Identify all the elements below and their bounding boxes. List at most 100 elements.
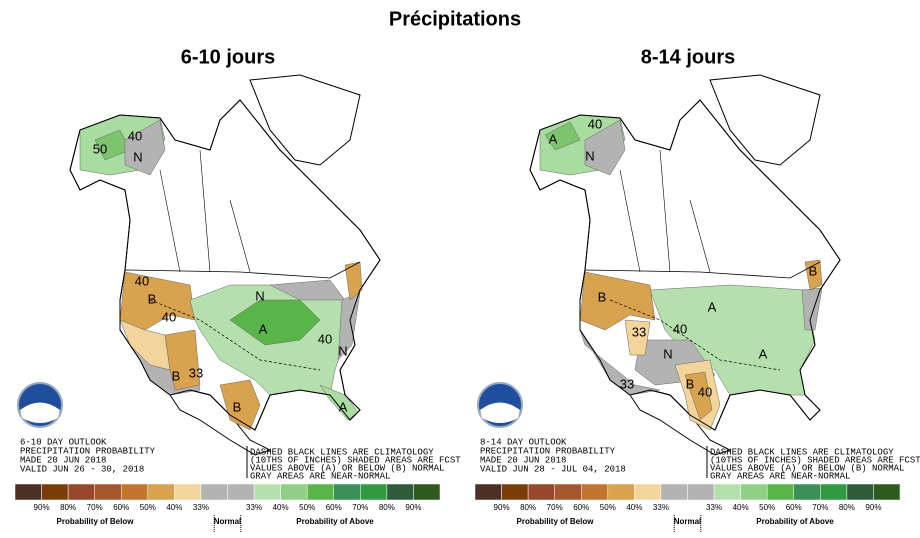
map-label: 40	[673, 321, 687, 336]
legend-swatch	[333, 483, 361, 501]
map-label: B	[172, 368, 181, 383]
legend-label: 40%	[166, 503, 182, 512]
map-label: N	[338, 343, 347, 358]
legend-above: Probability of Above	[756, 517, 834, 526]
legend-swatch	[147, 483, 175, 501]
border	[619, 169, 641, 273]
legend-swatch	[687, 483, 715, 501]
forecast-area	[684, 371, 713, 421]
border	[689, 199, 711, 273]
noaa-logo	[20, 402, 60, 423]
note-text: DASHED BLACK LINES ARE CLIMATOLOGY	[710, 447, 894, 457]
legend-below: Probability of Below	[57, 517, 135, 526]
border	[229, 199, 251, 273]
coastline	[69, 99, 381, 431]
forecast-area	[544, 121, 581, 151]
legend-swatch	[253, 483, 281, 501]
legend-swatch	[121, 483, 149, 501]
legend-swatch	[14, 483, 42, 501]
note-text: (10THS OF INCHES) SHADED AREAS ARE FCST	[710, 455, 920, 465]
legend-label: 90%	[494, 503, 510, 512]
legend-swatch	[67, 483, 95, 501]
forecast-area	[219, 379, 261, 431]
legend-swatch	[607, 483, 635, 501]
border	[199, 149, 211, 273]
legend-label: 60%	[573, 503, 589, 512]
map-label: A	[549, 131, 558, 146]
map-label: A	[259, 321, 268, 336]
legend-swatch	[634, 483, 662, 501]
legend-swatch	[820, 483, 848, 501]
outlook-text: PRECIPITATION PROBABILITY	[20, 446, 156, 456]
map-label: N	[255, 288, 264, 303]
border	[124, 261, 361, 279]
noaa-logo	[480, 402, 520, 423]
map-label: 40	[162, 309, 176, 324]
legend-label: 40%	[626, 503, 642, 512]
legend-label: 70%	[547, 503, 563, 512]
legend-swatch	[846, 483, 874, 501]
legend-label: 33%	[246, 503, 262, 512]
map-label: 40	[128, 128, 142, 143]
map-label: N	[663, 346, 672, 361]
legend-label: 50%	[140, 503, 156, 512]
legend-swatch	[793, 483, 821, 501]
legend-swatch	[581, 483, 609, 501]
map-label: 40	[588, 116, 602, 131]
legend-label: 33%	[653, 503, 669, 512]
legend-label: 90%	[34, 503, 50, 512]
legend-below: Probability of Below	[517, 517, 595, 526]
legend-label: 40%	[733, 503, 749, 512]
legend-swatch	[713, 483, 741, 501]
legend-label: 80%	[60, 503, 76, 512]
note-text: (10THS OF INCHES) SHADED AREAS ARE FCST	[250, 455, 461, 465]
legend-label: 33%	[706, 503, 722, 512]
map-label: A	[708, 299, 717, 314]
legend-label: 80%	[839, 503, 855, 512]
outlook-text: PRECIPITATION PROBABILITY	[480, 446, 616, 456]
coastline	[529, 99, 841, 431]
outlook-text: VALID JUN 28 - JUL 04, 2018	[480, 464, 626, 474]
note-text: VALUES ABOVE (A) OR BELOW (B) NORMAL	[710, 463, 904, 473]
map-label: N	[585, 148, 594, 163]
legend-above: Probability of Above	[296, 517, 374, 526]
legend-normal: Normal	[674, 517, 702, 526]
page-title: Précipitations	[389, 8, 521, 30]
legend-label: 60%	[113, 503, 129, 512]
map-label: B	[233, 399, 242, 414]
legend-label: 50%	[600, 503, 616, 512]
legend-swatch	[227, 483, 255, 501]
outlook-text: 6-10 DAY OUTLOOK	[20, 437, 107, 447]
legend-label: 70%	[352, 503, 368, 512]
map-label: A	[759, 346, 768, 361]
map-label: 33	[632, 324, 646, 339]
map-label: B	[148, 291, 157, 306]
map-label: B	[686, 376, 695, 391]
legend-swatch	[740, 483, 768, 501]
forecast-area	[124, 119, 166, 176]
map-label: B	[598, 289, 607, 304]
legend-swatch	[873, 483, 901, 501]
map-label: A	[339, 399, 348, 414]
legend-swatch	[174, 483, 202, 501]
legend-swatch	[200, 483, 228, 501]
forecast-area	[624, 319, 651, 356]
panel-title: 6-10 jours	[181, 46, 275, 68]
map-label: 50	[93, 141, 107, 156]
legend-swatch	[306, 483, 334, 501]
map-label: 40	[318, 331, 332, 346]
legend-label: 70%	[87, 503, 103, 512]
outlook-text: VALID JUN 26 - 30, 2018	[20, 464, 144, 474]
map-label: 40	[698, 384, 712, 399]
forecast-area	[344, 261, 363, 301]
legend-label: 90%	[405, 503, 421, 512]
panel-title: 8-14 jours	[641, 46, 735, 68]
legend-swatch	[386, 483, 414, 501]
legend-label: 80%	[379, 503, 395, 512]
land	[249, 74, 361, 166]
map-label: 33	[189, 365, 203, 380]
legend-swatch	[94, 483, 122, 501]
map-label: 33	[620, 376, 634, 391]
